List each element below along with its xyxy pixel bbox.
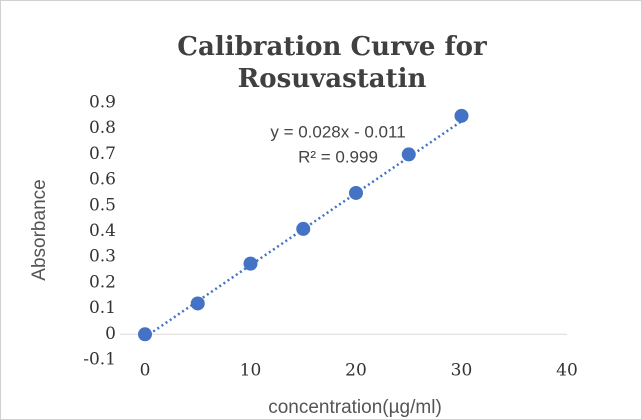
y-tick-label: 0.1 [89,298,116,318]
y-tick-label: 0.5 [89,195,116,215]
y-tick-label: 0.9 [89,93,116,113]
x-tick-label: 20 [345,361,367,381]
data-point [296,221,311,236]
chart-title: Calibration Curve for [177,32,487,62]
data-point [454,108,469,123]
x-axis-title: concentration(µg/ml) [268,397,442,418]
y-tick-label: 0.8 [89,118,116,138]
y-tick-label: 0.4 [89,221,116,241]
x-tick-label: 30 [451,361,473,381]
x-tick-label: 0 [140,361,151,381]
y-axis-title: Absorbance [29,179,50,280]
y-tick-label: 0.6 [89,170,116,190]
data-point [138,327,152,342]
y-tick-label: 0.2 [89,272,116,292]
chart-title: Rosuvastatin [238,64,427,94]
annotation: R² = 0.999 [298,147,378,166]
data-point [243,256,258,271]
data-point [190,296,205,311]
x-tick-label: 40 [556,361,578,381]
y-tick-label: -0.1 [83,350,116,370]
y-tick-label: 0.3 [89,247,116,267]
data-point [349,185,363,200]
y-tick-label: 0 [105,324,116,344]
annotation: y = 0.028x - 0.011 [270,122,405,141]
data-point [401,147,416,162]
x-tick-label: 10 [240,361,262,381]
y-tick-label: 0.7 [89,144,116,164]
